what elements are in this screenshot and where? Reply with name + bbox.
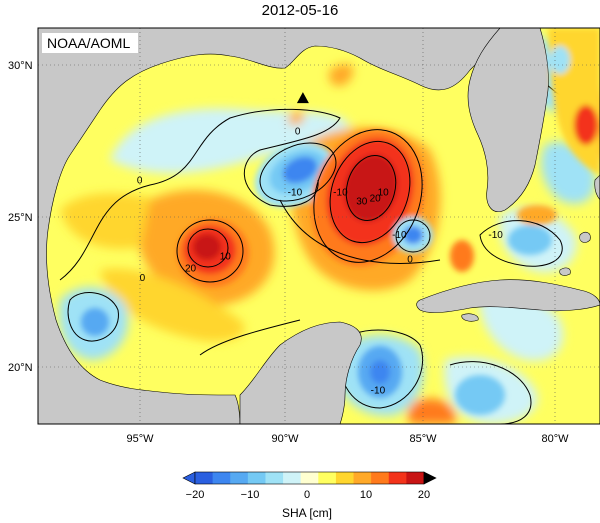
colorbar-tick-10: 10: [360, 489, 372, 501]
lat-label-30: 30°N: [8, 60, 33, 72]
station-marker-icon: [296, 92, 309, 104]
map-title: 2012-05-16: [261, 2, 339, 19]
contour-label: -10: [488, 230, 503, 241]
contour-label: 0: [140, 273, 146, 284]
colorbar-swatch: [247, 472, 266, 484]
colorbar-min-arrow: [182, 471, 196, 485]
plot-area: [38, 28, 600, 424]
lon-label-80w: 80°W: [541, 433, 569, 445]
lon-label-95w: 95°W: [126, 433, 154, 445]
contour-label: 10: [220, 252, 232, 263]
colorbar-swatch: [230, 472, 249, 484]
contour-lines: [59, 39, 563, 424]
colorbar-swatch: [406, 472, 425, 484]
contour-label: -10: [392, 230, 407, 241]
colorbar-swatch: [265, 472, 284, 484]
contour-label: -10: [371, 386, 386, 397]
contour-label: 10: [378, 188, 390, 199]
land: [38, 28, 600, 424]
lat-label-25: 25°N: [8, 212, 33, 224]
contour-label: 30: [356, 197, 368, 208]
contour-label: -10: [333, 188, 348, 199]
contour-label: 0: [407, 255, 413, 266]
contour-label: -10: [288, 188, 303, 199]
contour-label: 0: [295, 127, 301, 138]
colorbar-tick-20: 20: [418, 489, 430, 501]
colorbar-swatch: [318, 472, 337, 484]
credit-label: NOAA/AOML: [47, 35, 130, 51]
lat-label-20: 20°N: [8, 362, 33, 374]
colorbar-tick-neg10: −10: [241, 489, 260, 501]
graticule: [38, 28, 600, 424]
colorbar-swatch: [371, 472, 390, 484]
colorbar-swatch: [335, 472, 355, 484]
colorbar-tick-0: 0: [304, 489, 310, 501]
plot-frame: [37, 27, 600, 425]
contour-label: 0: [137, 175, 143, 186]
colorbar-swatch: [300, 472, 319, 484]
colorbar-max-arrow: [423, 471, 437, 485]
lon-label-90w: 90°W: [271, 433, 299, 445]
credit-box: [42, 33, 138, 53]
colorbar-swatch: [212, 472, 231, 484]
colorbar-swatch: [283, 472, 302, 484]
colorbar-swatch: [353, 472, 372, 484]
colorbar-frame: [194, 471, 425, 485]
colorbar-label: SHA [cm]: [282, 506, 332, 520]
eddy-cores: [81, 115, 598, 415]
contour-label: 20: [185, 264, 197, 275]
lon-label-85w: 85°W: [409, 433, 437, 445]
contour-label: 20: [370, 194, 382, 205]
colorbar-swatch: [195, 472, 214, 484]
colorbar-swatch: [388, 472, 407, 484]
colorbar-tick-neg20: −20: [186, 489, 205, 501]
colorbar: [182, 471, 437, 485]
